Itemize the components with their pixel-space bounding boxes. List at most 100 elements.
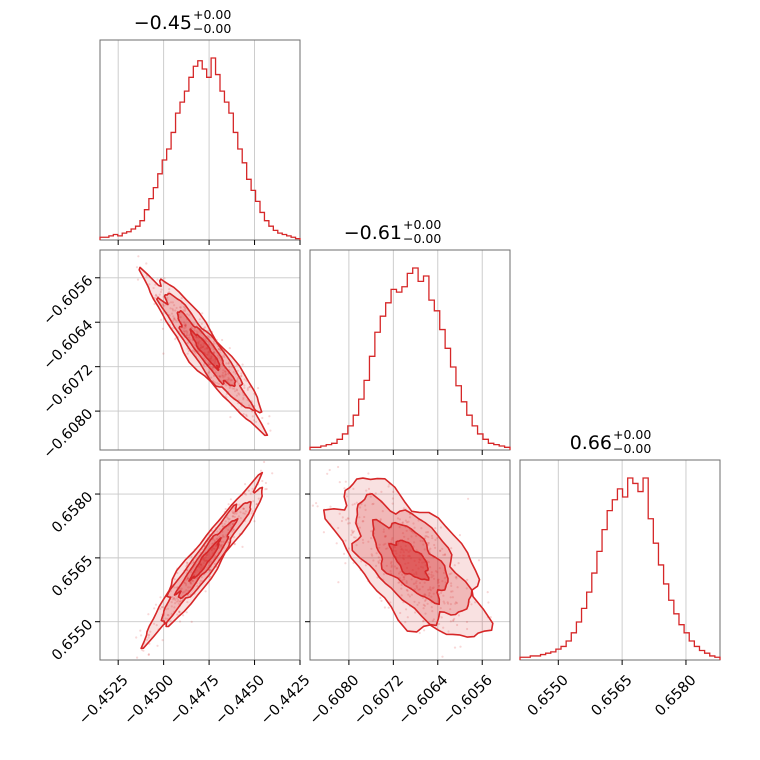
scatter-point xyxy=(465,587,468,590)
scatter-point xyxy=(207,343,210,346)
scatter-point xyxy=(431,537,434,540)
scatter-point xyxy=(175,600,178,603)
scatter-point xyxy=(335,542,338,545)
scatter-point xyxy=(202,561,205,565)
scatter-point xyxy=(451,590,454,593)
contour-level-4 xyxy=(388,539,430,581)
histogram-step-line xyxy=(309,267,511,450)
scatter-point xyxy=(205,346,208,349)
scatter-point xyxy=(455,577,458,580)
scatter-point xyxy=(465,620,469,624)
scatter-point xyxy=(263,460,266,464)
scatter-point xyxy=(153,607,156,610)
scatter-point xyxy=(268,415,271,418)
histogram-step-line xyxy=(99,57,301,240)
scatter-point xyxy=(215,538,218,541)
scatter-point xyxy=(199,579,202,583)
scatter-point xyxy=(403,554,406,557)
scatter-point xyxy=(154,294,157,297)
scatter-point xyxy=(231,510,234,513)
scatter-point xyxy=(158,293,161,296)
scatter-point xyxy=(213,539,216,542)
scatter-point xyxy=(351,531,354,534)
scatter-point xyxy=(199,344,202,347)
scatter-point xyxy=(407,561,410,565)
scatter-point xyxy=(190,620,193,624)
scatter-point xyxy=(221,535,225,538)
scatter-point xyxy=(454,602,457,605)
scatter-point xyxy=(450,590,453,593)
contour-level-1 xyxy=(323,477,494,638)
scatter-point xyxy=(242,512,245,515)
scatter-point xyxy=(406,549,409,552)
scatter-point xyxy=(202,345,205,349)
scatter-point xyxy=(410,557,413,560)
scatter-point xyxy=(422,603,425,607)
scatter-point xyxy=(380,490,383,493)
scatter-point xyxy=(235,394,238,397)
scatter-point xyxy=(185,578,188,581)
scatter-point xyxy=(210,357,213,360)
scatter-point xyxy=(384,535,387,538)
scatter-point xyxy=(430,534,434,538)
scatter-point xyxy=(408,516,412,519)
scatter-point xyxy=(430,573,433,576)
scatter-point xyxy=(424,599,427,603)
scatter-point xyxy=(246,387,249,390)
scatter-point xyxy=(243,492,247,495)
scatter-point xyxy=(251,415,254,418)
scatter-point xyxy=(136,656,139,659)
scatter-point xyxy=(438,567,441,570)
scatter-point xyxy=(179,588,182,591)
scatter-point xyxy=(402,576,405,579)
scatter-point xyxy=(223,535,226,538)
scatter-point xyxy=(444,553,447,556)
scatter-point xyxy=(344,562,347,565)
scatter-point xyxy=(213,547,216,551)
scatter-point xyxy=(147,636,150,639)
scatter-point xyxy=(382,528,385,531)
scatter-point xyxy=(159,290,162,293)
x-tick-labels-3: 0.6550 0.6565 0.6580 xyxy=(525,672,700,719)
scatter-point xyxy=(439,607,442,610)
scatter-point xyxy=(239,511,242,514)
scatter-point xyxy=(455,601,459,605)
scatter-point xyxy=(202,344,205,347)
scatter-point xyxy=(370,537,373,540)
scatter-point xyxy=(470,603,473,606)
scatter-point xyxy=(231,515,234,518)
scatter-point xyxy=(216,537,219,540)
scatter-point xyxy=(229,416,232,419)
scatter-point xyxy=(200,322,203,325)
scatter-point xyxy=(179,600,182,603)
scatter-point xyxy=(192,580,195,583)
scatter-point xyxy=(225,384,228,387)
scatter-point xyxy=(211,542,214,546)
scatter-point xyxy=(228,347,231,350)
scatter-point xyxy=(370,553,373,556)
scatter-point xyxy=(352,536,356,539)
scatter-point xyxy=(358,516,361,519)
scatter-point xyxy=(442,553,445,557)
scatter-point xyxy=(432,592,435,595)
axes-frame xyxy=(309,459,511,661)
scatter-point xyxy=(337,581,340,584)
scatter-point xyxy=(430,595,433,598)
scatter-point xyxy=(390,565,393,569)
scatter-point xyxy=(149,630,152,633)
scatter-point xyxy=(430,571,433,574)
scatter-point xyxy=(489,616,492,619)
scatter-point xyxy=(364,508,367,511)
scatter-point xyxy=(235,388,238,391)
scatter-point xyxy=(417,561,421,564)
scatter-point xyxy=(212,342,215,345)
scatter-point xyxy=(210,549,213,552)
scatter-point xyxy=(174,598,177,602)
scatter-point xyxy=(183,327,186,330)
axes-frame xyxy=(519,459,721,661)
scatter-point xyxy=(369,495,372,498)
scatter-point xyxy=(225,362,228,365)
scatter-point xyxy=(398,526,401,529)
scatter-point xyxy=(364,504,367,507)
scatter-point xyxy=(375,564,378,568)
